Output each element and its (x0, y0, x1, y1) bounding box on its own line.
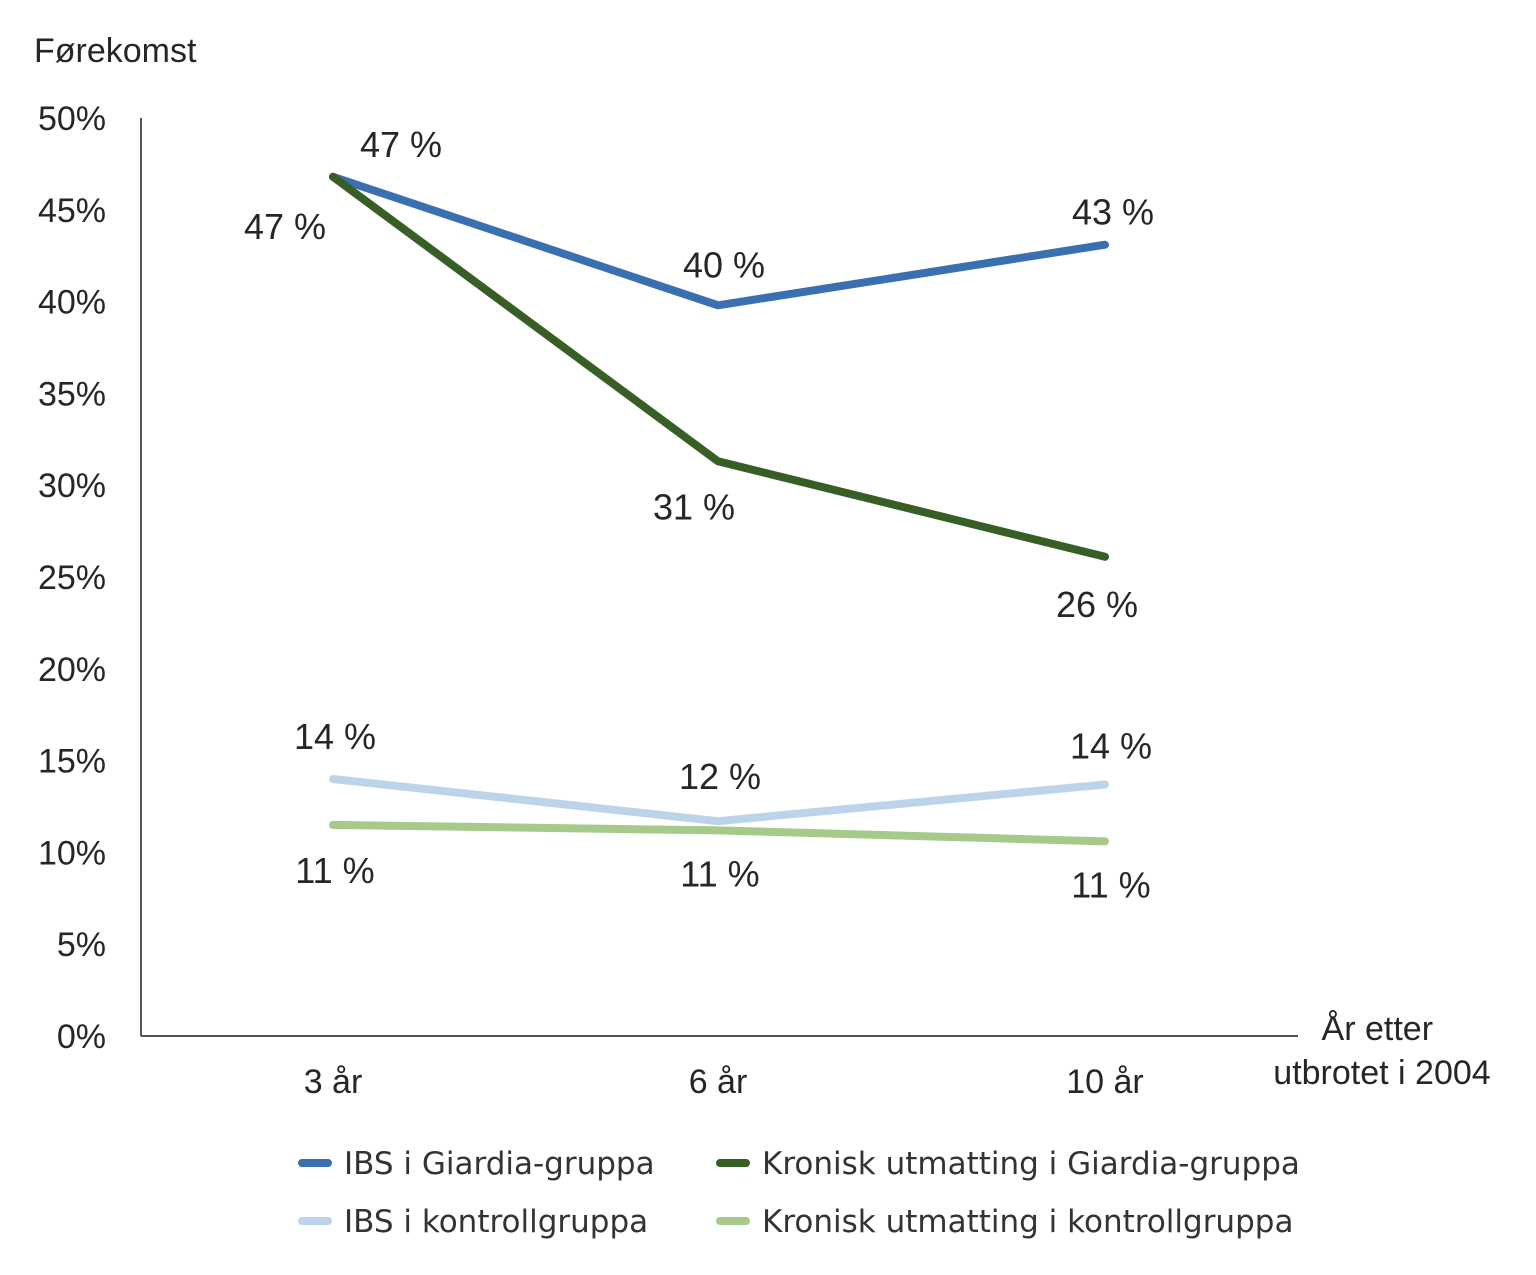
y-tick-label: 15% (38, 743, 106, 781)
x-tick-label: 6 år (689, 1063, 748, 1101)
data-label: 47 % (244, 206, 326, 247)
x-axis-label-line-2: utbrotet i 2004 (1273, 1054, 1490, 1092)
data-label: 14 % (1070, 725, 1152, 766)
x-axis-label-line-1: År etter (1322, 1010, 1433, 1048)
series-line (329, 820, 1109, 846)
y-tick-label: 35% (38, 375, 106, 413)
series-lines (329, 172, 1109, 846)
data-label: 11 % (680, 853, 759, 894)
data-label: 11 % (295, 850, 374, 891)
data-label: 26 % (1056, 584, 1138, 625)
y-tick-label: 25% (38, 559, 106, 597)
legend: IBS i Giardia-gruppa Kronisk utmatting i … (298, 1146, 1300, 1240)
x-tick-label: 3 år (304, 1063, 363, 1101)
data-label: 43 % (1072, 192, 1154, 233)
data-label: 11 % (1071, 864, 1150, 905)
legend-label: IBS i Giardia-gruppa (344, 1146, 655, 1182)
series-line (329, 775, 1109, 826)
y-tick-label: 20% (38, 651, 106, 689)
y-tick-label: 30% (38, 467, 106, 505)
x-tick-label: 10 år (1066, 1063, 1144, 1101)
legend-label: Kronisk utmatting i kontrollgruppa (762, 1204, 1293, 1240)
data-label: 47 % (360, 124, 442, 165)
y-axis-label: Førekomst (34, 32, 197, 70)
legend-label: Kronisk utmatting i Giardia-gruppa (762, 1146, 1300, 1182)
y-tick-label: 5% (57, 926, 106, 964)
data-labels: 47 % 40 % 43 % 47 % 31 % 26 % 14 % 12 % 14 % 11 %… (244, 124, 1154, 906)
y-tick-label: 0% (57, 1018, 106, 1056)
y-tick-label: 40% (38, 284, 106, 322)
y-tick-label: 10% (38, 834, 106, 872)
x-axis-ticks: 3 år 6 år 10 år (304, 1063, 1144, 1101)
legend-label: IBS i kontrollgruppa (344, 1204, 648, 1240)
series-line (329, 172, 1109, 561)
data-label: 14 % (294, 716, 376, 757)
y-axis-ticks: 0% 5% 10% 15% 20% 25% 30% 35% 40% 45% 50% (38, 100, 106, 1056)
data-label: 40 % (683, 244, 765, 285)
y-tick-label: 50% (38, 100, 106, 138)
data-label: 31 % (653, 486, 735, 527)
data-label: 12 % (679, 756, 761, 797)
y-tick-label: 45% (38, 192, 106, 230)
series-line (329, 172, 1109, 310)
x-axis-label: År etter utbrotet i 2004 (1273, 1010, 1490, 1092)
